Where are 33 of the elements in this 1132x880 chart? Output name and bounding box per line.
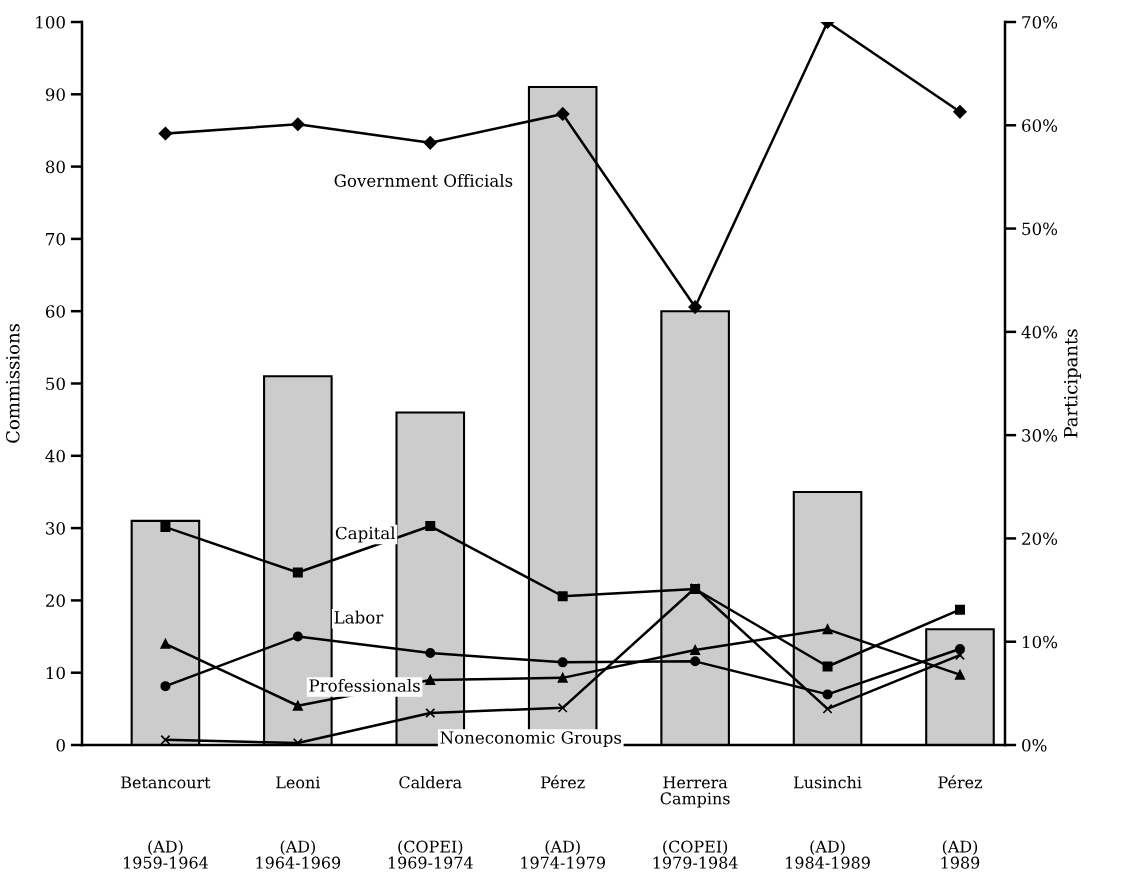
y-tick-label: 50 [46,377,65,391]
category-label: Lusinchi (AD) 1984-1989 [786,776,870,869]
y2-tick-label: 40% [1021,325,1058,339]
series-label: Noneconomic Groups [440,731,622,748]
y-tick-label: 60 [45,305,65,318]
y-tick-label: 40 [45,449,65,463]
y2-tick-label: 20% [1022,532,1058,545]
y-tick-label: 10 [46,666,65,680]
y2-tick-label: 70% [1022,15,1058,29]
y2-tick-label: 10% [1023,635,1058,649]
category-label: Pérez (AD) 1974-1979 [521,775,605,869]
category-label: Pérez (AD) 1989 [938,775,982,869]
y-tick-label: 90 [45,88,65,101]
series-label: Government Officials [334,173,513,187]
y2-tick-label: 50% [1022,222,1058,236]
y2-tick-label: 0% [1022,738,1047,752]
y-tick-label: 100 [36,15,65,29]
y-axis-title: Commissions [5,324,20,443]
series-label: Labor [334,610,384,624]
category-label: Caldera (COPEI) 1969-1974 [388,776,473,869]
series-label: Capital [335,526,396,543]
series-label: Professionals [309,678,420,692]
y-tick-label: 80 [45,160,65,174]
y-tick-label: 70 [46,232,65,246]
y-tick-label: 20 [45,594,65,607]
y-tick-label: 0 [56,738,65,752]
category-label: Herrera Campins (COPEI) 1979-1984 [653,776,738,869]
category-label: Betancourt (AD) 1959-1964 [121,776,211,869]
y2-tick-label: 60% [1022,119,1058,132]
category-label: Leoni (AD) 1964-1969 [256,776,341,869]
y2-axis-title: Participants [1064,329,1082,438]
y2-tick-label: 30% [1022,429,1058,442]
y-tick-label: 30 [46,522,65,535]
